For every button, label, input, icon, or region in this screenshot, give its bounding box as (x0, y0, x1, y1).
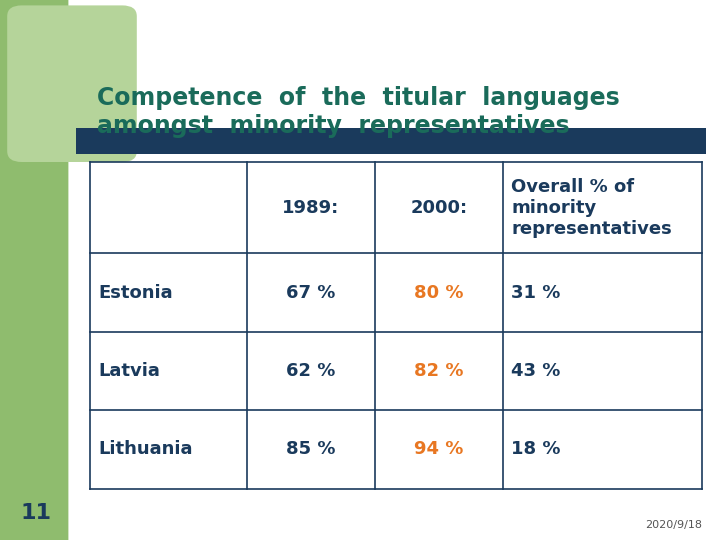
Text: 11: 11 (20, 503, 52, 523)
Text: 2020/9/18: 2020/9/18 (645, 520, 702, 530)
Text: 82 %: 82 % (414, 362, 464, 380)
Text: Lithuania: Lithuania (99, 441, 193, 458)
Text: Competence  of  the  titular  languages
amongst  minority  representatives: Competence of the titular languages amon… (97, 86, 620, 138)
Text: Overall % of
minority
representatives: Overall % of minority representatives (511, 178, 672, 238)
Text: 18 %: 18 % (511, 441, 561, 458)
Text: 1989:: 1989: (282, 199, 339, 217)
Text: 67 %: 67 % (286, 284, 336, 302)
Text: 2000:: 2000: (410, 199, 467, 217)
Text: Latvia: Latvia (99, 362, 161, 380)
Text: 31 %: 31 % (511, 284, 561, 302)
Text: 80 %: 80 % (414, 284, 464, 302)
Text: Estonia: Estonia (99, 284, 174, 302)
Text: 62 %: 62 % (286, 362, 336, 380)
Text: 85 %: 85 % (286, 441, 336, 458)
Text: 94 %: 94 % (414, 441, 464, 458)
Text: 43 %: 43 % (511, 362, 561, 380)
